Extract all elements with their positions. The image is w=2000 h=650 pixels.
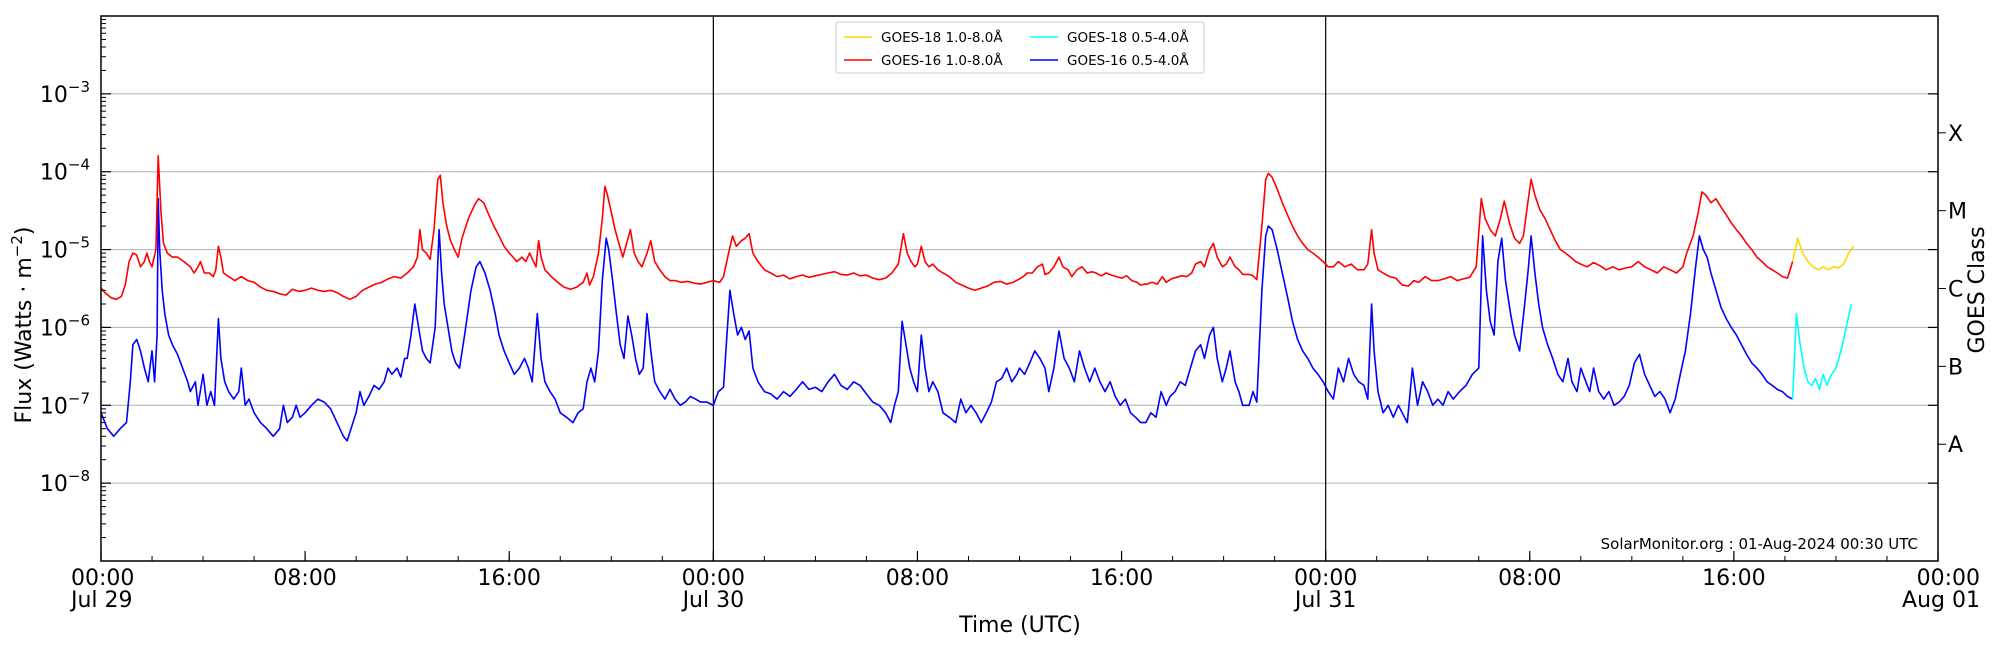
y-tick-label: 10−3 — [40, 78, 90, 108]
goes-class-label: M — [1948, 200, 1967, 225]
legend-box — [835, 21, 1205, 74]
series-line — [1791, 237, 1855, 271]
goes-class-label: X — [1948, 122, 1963, 147]
y-tick-label-base: 10 — [40, 161, 68, 186]
series-lines — [100, 155, 1855, 442]
credit-text: SolarMonitor.org : 01-Aug-2024 00:30 UTC — [1601, 535, 1918, 553]
grid-lines — [101, 93, 1938, 484]
legend-label: GOES-16 0.5-4.0Å — [1067, 52, 1189, 69]
legend-entry: GOES-16 0.5-4.0Å — [1030, 52, 1189, 69]
y-tick-label-base: 10 — [40, 316, 68, 341]
y-axis-title-text: Flux (Watts · m — [12, 257, 37, 423]
x-tick-date-label: Jul 31 — [1293, 588, 1357, 613]
y-tick-labels: 10−810−710−610−510−410−3 — [40, 78, 90, 497]
x-tick-date-label: Jul 30 — [681, 588, 745, 613]
y-tick-label-exponent: −5 — [68, 234, 90, 252]
y-tick-label: 10−4 — [40, 156, 90, 186]
legend-entry: GOES-18 0.5-4.0Å — [1030, 29, 1189, 46]
x-tick-label: 16:00 — [478, 566, 541, 591]
y-tick-label: 10−8 — [40, 467, 90, 497]
legend-entry: GOES-16 1.0-8.0Å — [844, 52, 1003, 69]
x-tick-label: 08:00 — [273, 566, 336, 591]
legend-entry: GOES-18 1.0-8.0Å — [844, 29, 1003, 46]
y-tick-label-base: 10 — [40, 394, 68, 419]
x-tick-label: 16:00 — [1702, 566, 1765, 591]
y-tick-label-exponent: −8 — [68, 467, 90, 485]
right-axis-title: GOES Class — [1965, 226, 1990, 353]
y-axis-title-exponent: −2 — [8, 235, 26, 257]
legend-label: GOES-16 1.0-8.0Å — [881, 52, 1003, 69]
series-line — [100, 155, 1794, 301]
legend: GOES-18 1.0-8.0Å GOES-18 0.5-4.0Å GOES-1… — [835, 21, 1205, 74]
y-tick-label: 10−6 — [40, 311, 90, 341]
y-tick-label-exponent: −6 — [68, 311, 90, 329]
y-tick-label-base: 10 — [40, 472, 68, 497]
x-tick-date-label: Jul 29 — [69, 588, 133, 613]
x-tick-label: 08:00 — [1498, 566, 1561, 591]
x-tick-label: 08:00 — [886, 566, 949, 591]
y-tick-label-base: 10 — [40, 83, 68, 108]
goes-class-labels: A B C M X — [1938, 122, 1967, 458]
legend-label: GOES-18 0.5-4.0Å — [1067, 29, 1189, 46]
y-tick-label-base: 10 — [40, 239, 68, 264]
x-tick-label: 16:00 — [1090, 566, 1153, 591]
y-tick-label: 10−7 — [40, 389, 90, 419]
plot-frame — [100, 15, 1939, 562]
legend-label: GOES-18 1.0-8.0Å — [881, 29, 1003, 46]
goes-class-label: B — [1948, 355, 1963, 380]
y-tick-label-exponent: −7 — [68, 389, 90, 407]
x-tick-date-label: Aug 01 — [1902, 588, 1980, 613]
series-line — [100, 197, 1793, 442]
y-tick-label-exponent: −4 — [68, 156, 90, 174]
axis-ticks — [100, 19, 1939, 561]
y-axis-title: Flux (Watts · m−2) — [8, 227, 37, 424]
goes-class-label: C — [1948, 278, 1963, 303]
x-tick-label: 00:00 — [1294, 566, 1357, 591]
x-axis-title: Time (UTC) — [958, 613, 1081, 638]
x-tick-label: 00:00 — [682, 566, 745, 591]
y-axis-title-close: ) — [12, 227, 37, 236]
y-tick-label-exponent: −3 — [68, 78, 90, 96]
x-tick-label: 00:00 — [71, 566, 134, 591]
day-separator-lines — [712, 16, 1327, 561]
x-tick-label: 00:00 — [1917, 566, 1980, 591]
y-tick-label: 10−5 — [40, 234, 90, 264]
goes-class-label: A — [1948, 433, 1963, 458]
series-line — [1791, 303, 1853, 400]
